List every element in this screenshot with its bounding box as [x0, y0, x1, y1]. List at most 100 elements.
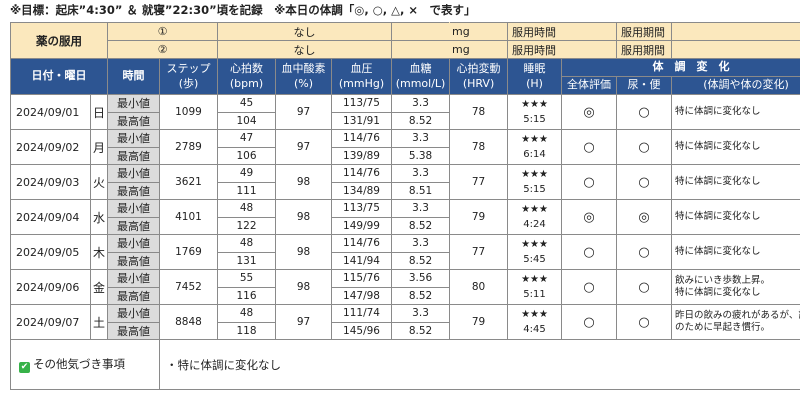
- max-label: 最高値: [107, 146, 160, 165]
- sleep-cell: ★★★ 5:15: [507, 164, 563, 200]
- sleep-time: 4:24: [523, 218, 546, 230]
- condition-note: 特に体調に変化なし: [671, 129, 800, 165]
- sleep-stars: ★★★: [521, 133, 548, 145]
- max-label: 最高値: [107, 181, 160, 200]
- heart-rate-min: 55: [217, 269, 276, 288]
- medication-row-2: ② なし mg 服用時間 服用期間: [11, 40, 800, 59]
- medication-time-label: 服用時間: [507, 22, 618, 41]
- day-row-min: 2024/09/01 日最小値 1099 45 97 113/75 3.3 78 ★★★ 5:15…: [10, 94, 800, 130]
- max-label: 最高値: [107, 321, 160, 340]
- sleep-cell: ★★★ 6:14: [507, 129, 563, 165]
- oxygen-cell: 98: [275, 269, 332, 305]
- header-oxygen: 血中酸素 (%): [275, 58, 332, 95]
- medication-number: ①: [107, 22, 218, 41]
- goal-text: ※目標：起床”4:30” ＆ 就寝”22:30”頃を記録 ※本日の体調「◎, ○…: [10, 3, 476, 17]
- footer-label-cell: ✔ その他気づき事項: [10, 339, 160, 390]
- blood-pressure-max: 141/94: [330, 251, 393, 270]
- condition-note: 飲みにいき歩数上昇。 特に体調に変化なし: [671, 269, 800, 305]
- date-cell: 2024/09/01: [10, 94, 91, 130]
- blood-pressure-max: 139/89: [330, 146, 393, 165]
- sleep-stars: ★★★: [521, 238, 548, 250]
- medication-time-label: 服用時間: [507, 40, 618, 59]
- heart-rate-min: 48: [217, 304, 276, 323]
- medication-label: 薬の服用: [10, 22, 108, 59]
- urine-rating: ○: [616, 94, 673, 130]
- health-log-table: 薬の服用 ① なし mg 服用時間 服用期間 ② なし mg 服用時間 服用期間…: [10, 22, 800, 390]
- day-row-min: 2024/09/06 金最小値 7452 55 98 115/76 3.56 80 ★★★ 5:1…: [10, 269, 800, 305]
- steps-cell: 1769: [159, 234, 218, 270]
- min-label: 最小値: [107, 269, 160, 288]
- blood-pressure-min: 111/74: [330, 304, 393, 323]
- oxygen-cell: 97: [275, 94, 332, 130]
- blood-sugar-min: 3.56: [391, 269, 451, 288]
- urine-rating: ○: [616, 129, 673, 165]
- header-blood-sugar: 血糖 (mmol/L): [391, 58, 451, 95]
- steps-cell: 4101: [159, 199, 218, 235]
- sleep-cell: ★★★ 5:45: [507, 234, 563, 270]
- min-label: 最小値: [107, 94, 160, 113]
- blood-pressure-max: 149/99: [330, 216, 393, 235]
- overall-rating: ○: [561, 269, 618, 305]
- blood-pressure-min: 113/75: [330, 94, 393, 113]
- min-label: 最小値: [107, 234, 160, 253]
- medication-number: ②: [107, 40, 218, 59]
- urine-rating: ◎: [616, 199, 673, 235]
- weekday-cell: 水: [90, 199, 108, 235]
- sleep-cell: ★★★ 4:45: [507, 304, 563, 340]
- medication-unit: mg: [449, 40, 509, 59]
- footer-row: ✔ その他気づき事項 ・特に体調に変化なし: [10, 339, 800, 390]
- date-cell: 2024/09/02: [10, 129, 91, 165]
- min-label: 最小値: [107, 164, 160, 183]
- oxygen-cell: 98: [275, 234, 332, 270]
- sleep-time: 5:45: [523, 253, 546, 265]
- blood-pressure-max: 134/89: [330, 181, 393, 200]
- sleep-time: 5:15: [523, 113, 546, 125]
- header-condition-group: 体 調 変 化: [561, 58, 800, 77]
- blood-pressure-min: 113/75: [330, 199, 393, 218]
- hrv-cell: 78: [449, 129, 509, 165]
- max-label: 最高値: [107, 111, 160, 130]
- blood-sugar-min: 3.3: [391, 129, 451, 148]
- sleep-cell: ★★★ 4:24: [507, 199, 563, 235]
- condition-note: 特に体調に変化なし: [671, 94, 800, 130]
- heart-rate-max: 131: [217, 251, 276, 270]
- day-row-max: 最高値 116 147/98 8.52: [11, 286, 800, 305]
- blood-pressure-min: 114/76: [330, 164, 393, 183]
- blood-sugar-min: 3.3: [391, 94, 451, 113]
- overall-rating: ○: [561, 129, 618, 165]
- max-label: 最高値: [107, 286, 160, 305]
- day-row-min: 2024/09/05 木最小値 1769 48 98 114/76 3.3 77 ★★★ 5:45…: [10, 234, 800, 270]
- hrv-cell: 79: [449, 199, 509, 235]
- day-row-max: 最高値 106 139/89 5.38: [11, 146, 800, 165]
- urine-rating: ○: [616, 304, 673, 340]
- sleep-cell: ★★★ 5:11: [507, 269, 563, 305]
- heart-rate-min: 49: [217, 164, 276, 183]
- urine-rating: ○: [616, 269, 673, 305]
- blood-sugar-min: 3.3: [391, 164, 451, 183]
- hrv-cell: 77: [449, 234, 509, 270]
- overall-rating: ◎: [561, 199, 618, 235]
- steps-cell: 8848: [159, 304, 218, 340]
- medication-period-label: 服用期間: [616, 40, 673, 59]
- heart-rate-max: 122: [217, 216, 276, 235]
- weekday-cell: 金: [90, 269, 108, 305]
- heart-rate-min: 47: [217, 129, 276, 148]
- blood-pressure-max: 147/98: [330, 286, 393, 305]
- oxygen-cell: 97: [275, 304, 332, 340]
- hrv-cell: 79: [449, 304, 509, 340]
- header-date: 日付・曜日: [10, 58, 108, 95]
- hrv-cell: 80: [449, 269, 509, 305]
- blood-pressure-min: 115/76: [330, 269, 393, 288]
- header-time: 時間: [107, 58, 160, 95]
- header-hrv: 心拍変動 (HRV): [449, 58, 509, 95]
- header-row-2: 全体評価 尿・便 (体調や体の変化): [11, 76, 800, 95]
- condition-note: 特に体調に変化なし: [671, 234, 800, 270]
- sleep-time: 4:45: [523, 323, 546, 335]
- medication-name: なし: [216, 40, 393, 59]
- oxygen-cell: 98: [275, 164, 332, 200]
- header-overall: 全体評価: [561, 76, 618, 95]
- day-row-min: 2024/09/07 土最小値 8848 48 97 111/74 3.3 79 ★★★ 4:45…: [10, 304, 800, 340]
- oxygen-cell: 98: [275, 199, 332, 235]
- heart-rate-min: 45: [217, 94, 276, 113]
- header-sleep: 睡眠 (H): [507, 58, 563, 95]
